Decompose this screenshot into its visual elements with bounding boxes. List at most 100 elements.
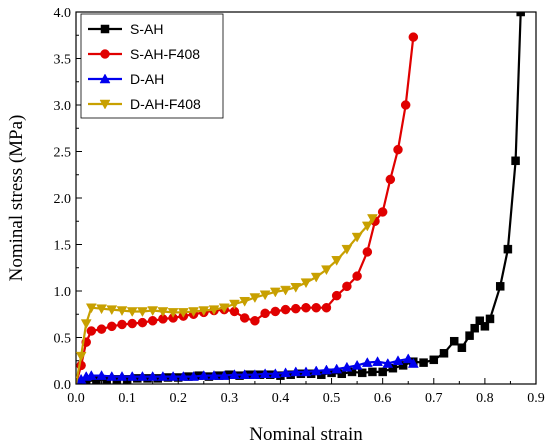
data-point (137, 307, 148, 317)
data-point (321, 265, 332, 276)
data-point (385, 174, 396, 185)
data-point (107, 321, 117, 332)
legend-marker (99, 73, 111, 84)
data-point (439, 349, 449, 358)
data-point (269, 287, 281, 298)
x-tick-label: 0.2 (169, 391, 187, 406)
data-point (331, 290, 342, 301)
data-point (407, 358, 419, 368)
legend-label: S-AH-F408 (130, 46, 200, 62)
data-point (300, 278, 312, 289)
data-point (259, 368, 271, 379)
data-point (116, 371, 128, 381)
data-point (167, 308, 179, 318)
x-tick-label: 0.0 (67, 391, 85, 406)
data-point (239, 313, 250, 323)
y-tick-label: 0.5 (54, 332, 72, 347)
data-point (188, 371, 199, 381)
data-point (157, 307, 169, 317)
data-point (157, 371, 169, 381)
x-axis: 0.0 0.1 0.2 0.3 0.4 0.5 0.6 0.7 0.8 0.9 (67, 378, 545, 406)
data-point (198, 370, 210, 380)
data-point (398, 361, 408, 370)
data-point (351, 359, 363, 370)
legend-label: D-AH (130, 71, 164, 87)
data-point (341, 244, 353, 255)
data-point (127, 318, 137, 329)
legend-item: S-AH (88, 21, 163, 37)
data-point (331, 256, 343, 266)
x-tick-label: 0.3 (221, 391, 239, 406)
y-tick-label: 1.0 (54, 285, 72, 300)
data-point (239, 369, 251, 379)
data-point (96, 304, 107, 315)
data-point (321, 302, 332, 313)
legend-marker (99, 99, 111, 110)
data-point (419, 358, 428, 367)
data-point (310, 272, 322, 283)
data-point (188, 307, 199, 317)
x-tick-label: 0.9 (527, 391, 545, 406)
y-axis: 0.0 0.5 1.0 1.5 2.0 2.5 3.0 3.5 4.0 (54, 6, 82, 393)
data-point (250, 316, 260, 326)
series-layer (76, 12, 525, 384)
legend-marker (100, 49, 110, 59)
y-tick-label: 2.0 (54, 192, 72, 207)
data-point (347, 367, 357, 377)
data-point (301, 302, 311, 313)
data-point (361, 221, 373, 232)
x-tick-label: 0.7 (425, 391, 443, 406)
data-point (96, 324, 107, 334)
data-point (392, 355, 404, 365)
data-point (76, 351, 87, 362)
data-point (368, 367, 377, 377)
data-point (208, 305, 220, 316)
data-point (117, 319, 127, 330)
data-point (137, 317, 148, 328)
data-point (249, 293, 261, 304)
data-point (402, 353, 414, 364)
x-tick-label: 0.5 (323, 391, 341, 406)
data-point (229, 299, 240, 310)
data-point (475, 316, 485, 326)
data-point (470, 323, 479, 333)
data-point (429, 355, 439, 365)
data-point (361, 357, 373, 367)
data-point (106, 371, 118, 381)
x-tick-label: 0.6 (374, 391, 392, 406)
data-point (85, 370, 97, 380)
data-point (341, 361, 353, 372)
legend-item: S-AH-F408 (88, 46, 200, 62)
data-point (259, 290, 271, 301)
data-point (352, 271, 362, 281)
data-point (300, 366, 312, 377)
data-point (393, 144, 403, 155)
data-point (378, 367, 387, 377)
y-axis-title: Nominal stress (MPa) (6, 115, 27, 282)
data-point (147, 306, 159, 317)
data-point (480, 322, 490, 331)
data-point (291, 303, 301, 314)
data-point (85, 303, 97, 314)
data-point (137, 371, 148, 381)
data-point (260, 308, 270, 319)
data-point (80, 319, 92, 330)
data-point (337, 369, 347, 379)
data-point (208, 370, 220, 380)
series-d-ah-f408 (76, 214, 378, 384)
legend: S-AH S-AH-F408 D-AH D-AH-F408 (80, 13, 224, 119)
data-point (270, 306, 281, 317)
data-point (311, 302, 321, 313)
data-point (388, 363, 398, 373)
data-point (485, 314, 495, 324)
data-point (516, 12, 525, 17)
data-point (116, 306, 128, 317)
x-tick-label: 0.8 (476, 391, 494, 406)
x-tick-label: 0.1 (118, 391, 136, 406)
data-point (198, 306, 210, 317)
legend-item: D-AH-F408 (88, 96, 201, 112)
data-point (239, 296, 251, 307)
data-point (321, 364, 332, 375)
data-point (503, 244, 513, 254)
